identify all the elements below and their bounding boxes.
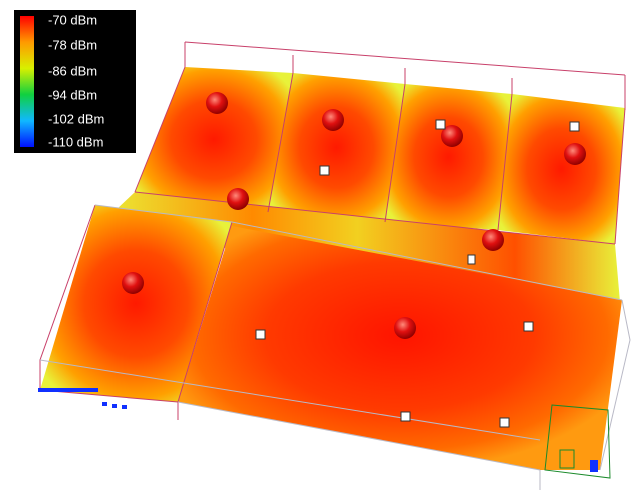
- access-point: [322, 109, 344, 131]
- access-point: [564, 143, 586, 165]
- legend-label: -110 dBm: [48, 134, 103, 149]
- legend-label: -102 dBm: [48, 111, 104, 126]
- client: [320, 166, 329, 175]
- coverage-view: -70 dBm -78 dBm -86 dBm -94 dBm -102 dBm…: [0, 0, 642, 491]
- legend-label: -86 dBm: [48, 63, 97, 78]
- client: [401, 412, 410, 421]
- access-point: [206, 92, 228, 114]
- legend-label: -70 dBm: [48, 12, 97, 27]
- access-point: [394, 317, 416, 339]
- room: [135, 67, 293, 212]
- room: [498, 94, 625, 244]
- page: {"legend": {"labels": ["-70 dBm", "-78 d…: [0, 0, 642, 491]
- client: [570, 122, 579, 131]
- client: [256, 330, 265, 339]
- legend-label: -78 dBm: [48, 37, 97, 52]
- access-point: [227, 188, 249, 210]
- room: [385, 84, 512, 230]
- client: [500, 418, 509, 427]
- client: [524, 322, 533, 331]
- access-point: [482, 229, 504, 251]
- client: [468, 255, 475, 264]
- legend: -70 dBm -78 dBm -86 dBm -94 dBm -102 dBm…: [14, 10, 136, 153]
- color-bar: [20, 16, 34, 147]
- access-point: [122, 272, 144, 294]
- client: [436, 120, 445, 129]
- legend-label: -94 dBm: [48, 87, 97, 102]
